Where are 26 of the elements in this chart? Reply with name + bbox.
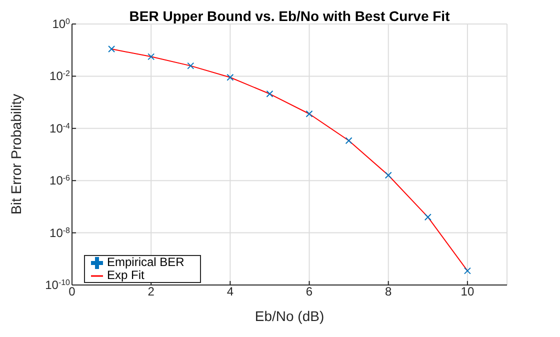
x-tick-label: 10 <box>460 284 474 299</box>
point <box>464 267 471 274</box>
y-axis-title: Bit Error Probability <box>8 94 24 214</box>
point <box>266 90 274 98</box>
point <box>424 214 432 221</box>
y-tick-label: 10$^{-4}$ <box>50 120 71 136</box>
x-tick-label: 0 <box>68 284 76 299</box>
point <box>148 53 155 60</box>
point <box>345 137 352 144</box>
point <box>384 172 392 179</box>
point <box>306 110 313 118</box>
point <box>108 46 116 53</box>
legend-label: Empirical BER <box>107 255 184 269</box>
y-tick-label: 10$^{-8}$ <box>50 225 71 240</box>
chart-title: BER Upper Bound vs. Eb/No with Best Curve Fit <box>128 8 451 24</box>
point <box>187 62 194 70</box>
x-tick-label: 2 <box>148 284 155 299</box>
x-axis-title: Eb/No (dB) <box>254 308 324 324</box>
x-tick-label: 6 <box>306 284 313 299</box>
y-tick-label: 10$^{-6}$ <box>50 173 71 188</box>
y-tick-label: 10$^{-2}$ <box>50 68 71 84</box>
x-tick-label: 4 <box>226 284 234 299</box>
point <box>226 74 234 81</box>
x-tick-label: 8 <box>385 284 392 299</box>
y-tick-label: 10$^{0}$ <box>52 16 71 31</box>
legend-label: Exp Fit <box>107 268 144 282</box>
